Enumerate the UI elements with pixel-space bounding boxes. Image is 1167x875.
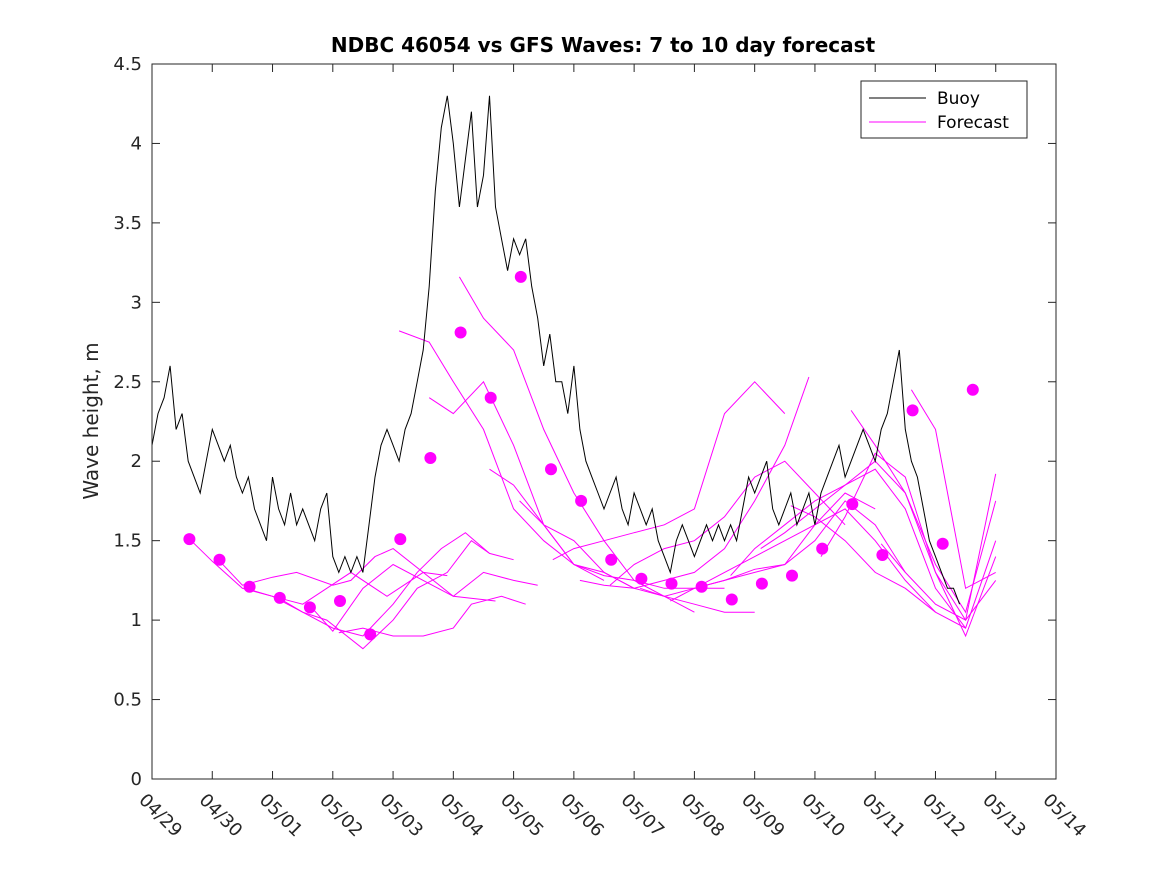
forecast-marker xyxy=(213,553,226,566)
forecast-marker xyxy=(846,498,859,511)
forecast-line xyxy=(640,492,876,597)
forecast-line xyxy=(458,276,695,613)
y-tick-label: 3 xyxy=(131,292,142,313)
forecast-marker xyxy=(364,628,377,641)
forecast-line xyxy=(278,532,514,637)
forecast-line xyxy=(245,540,490,650)
forecast-marker xyxy=(605,553,618,566)
axes-box xyxy=(151,63,1057,780)
y-axis: 0 0.5 1 1.5 2 2.5 3 3.5 4 4.5 xyxy=(113,54,1056,790)
forecast-marker xyxy=(394,533,407,546)
forecast-line xyxy=(910,389,996,590)
forecast-marker xyxy=(575,494,588,507)
forecast-marker xyxy=(665,577,678,590)
forecast-line xyxy=(820,452,997,638)
y-tick-label: 2.5 xyxy=(113,372,142,393)
buoy-line xyxy=(151,95,961,605)
forecast-marker xyxy=(183,533,196,546)
forecast-line xyxy=(489,468,725,589)
legend: Buoy Forecast xyxy=(860,80,1028,139)
forecast-marker xyxy=(545,463,557,476)
forecast-marker xyxy=(876,549,889,561)
forecast-marker xyxy=(966,383,979,396)
forecast-marker xyxy=(936,537,949,550)
legend-buoy-label: Buoy xyxy=(937,89,980,109)
forecast-line xyxy=(552,381,786,561)
y-tick-label: 4.5 xyxy=(113,54,142,75)
forecast-line xyxy=(579,376,810,589)
forecast-marker xyxy=(454,326,467,339)
forecast-line xyxy=(398,330,605,581)
plot-area xyxy=(151,95,997,650)
y-tick-label: 0.5 xyxy=(113,690,142,711)
y-tick-label: 2 xyxy=(131,451,142,472)
y-tick-label: 0 xyxy=(131,769,142,790)
forecast-marker xyxy=(424,452,437,464)
forecast-line xyxy=(880,473,997,621)
forecast-marker xyxy=(816,542,829,555)
forecast-marker xyxy=(484,391,497,404)
forecast-line xyxy=(609,460,846,586)
forecast-line xyxy=(217,548,448,586)
forecast-marker xyxy=(273,591,286,604)
y-tick-label: 4 xyxy=(131,133,142,154)
forecast-marker xyxy=(303,601,316,614)
forecast-marker xyxy=(695,580,708,593)
legend-box xyxy=(860,80,1028,139)
forecast-marker xyxy=(635,572,648,585)
forecast-marker xyxy=(906,404,919,417)
y-tick-label: 1 xyxy=(131,610,142,631)
forecast-marker xyxy=(725,593,738,606)
forecast-line xyxy=(308,563,538,633)
chart-title: NDBC 46054 vs GFS Waves: 7 to 10 day for… xyxy=(331,33,876,57)
forecast-marker xyxy=(334,595,346,607)
y-axis-label: Wave height, m xyxy=(79,342,103,499)
legend-forecast-label: Forecast xyxy=(937,113,1009,133)
forecast-marker xyxy=(514,270,527,283)
forecast-marker xyxy=(755,577,768,590)
forecast-line xyxy=(428,380,635,589)
y-tick-label: 1.5 xyxy=(113,531,142,552)
forecast-marker xyxy=(243,580,256,593)
y-tick-label: 3.5 xyxy=(113,213,142,234)
forecast-marker xyxy=(786,569,798,582)
